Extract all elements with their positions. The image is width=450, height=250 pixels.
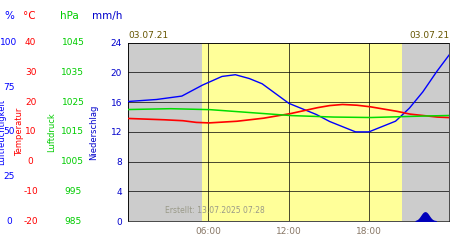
Text: 50: 50 [3,128,15,136]
Text: 1005: 1005 [61,157,85,166]
Text: 20: 20 [25,98,36,106]
Text: 985: 985 [64,217,81,226]
Text: -10: -10 [23,187,38,196]
Text: 1045: 1045 [62,38,84,47]
Text: Temperatur: Temperatur [15,108,24,156]
Text: 1035: 1035 [61,68,85,77]
Text: 995: 995 [64,187,81,196]
Text: 1015: 1015 [61,128,85,136]
Text: 100: 100 [0,38,18,47]
Text: Niederschlag: Niederschlag [89,104,98,160]
Text: Luftfeuchtigkeit: Luftfeuchtigkeit [0,99,6,165]
Text: Luftdruck: Luftdruck [47,112,56,152]
Text: 1025: 1025 [62,98,84,106]
Text: 03.07.21: 03.07.21 [128,31,168,40]
Text: 40: 40 [25,38,36,47]
Text: hPa: hPa [60,11,79,21]
Text: °C: °C [23,11,36,21]
Text: -20: -20 [23,217,38,226]
Bar [128,42,202,221]
Text: Erstellt: 13.07.2025 07:28: Erstellt: 13.07.2025 07:28 [165,206,265,215]
Bar [402,42,449,221]
Text: %: % [4,11,14,21]
Bar [202,42,402,221]
Text: 0: 0 [28,157,33,166]
Text: 25: 25 [3,172,15,181]
Text: 03.07.21: 03.07.21 [409,31,449,40]
Text: mm/h: mm/h [92,11,122,21]
Text: 10: 10 [25,128,36,136]
Text: 30: 30 [25,68,36,77]
Text: 75: 75 [3,83,15,92]
Text: 0: 0 [6,217,12,226]
